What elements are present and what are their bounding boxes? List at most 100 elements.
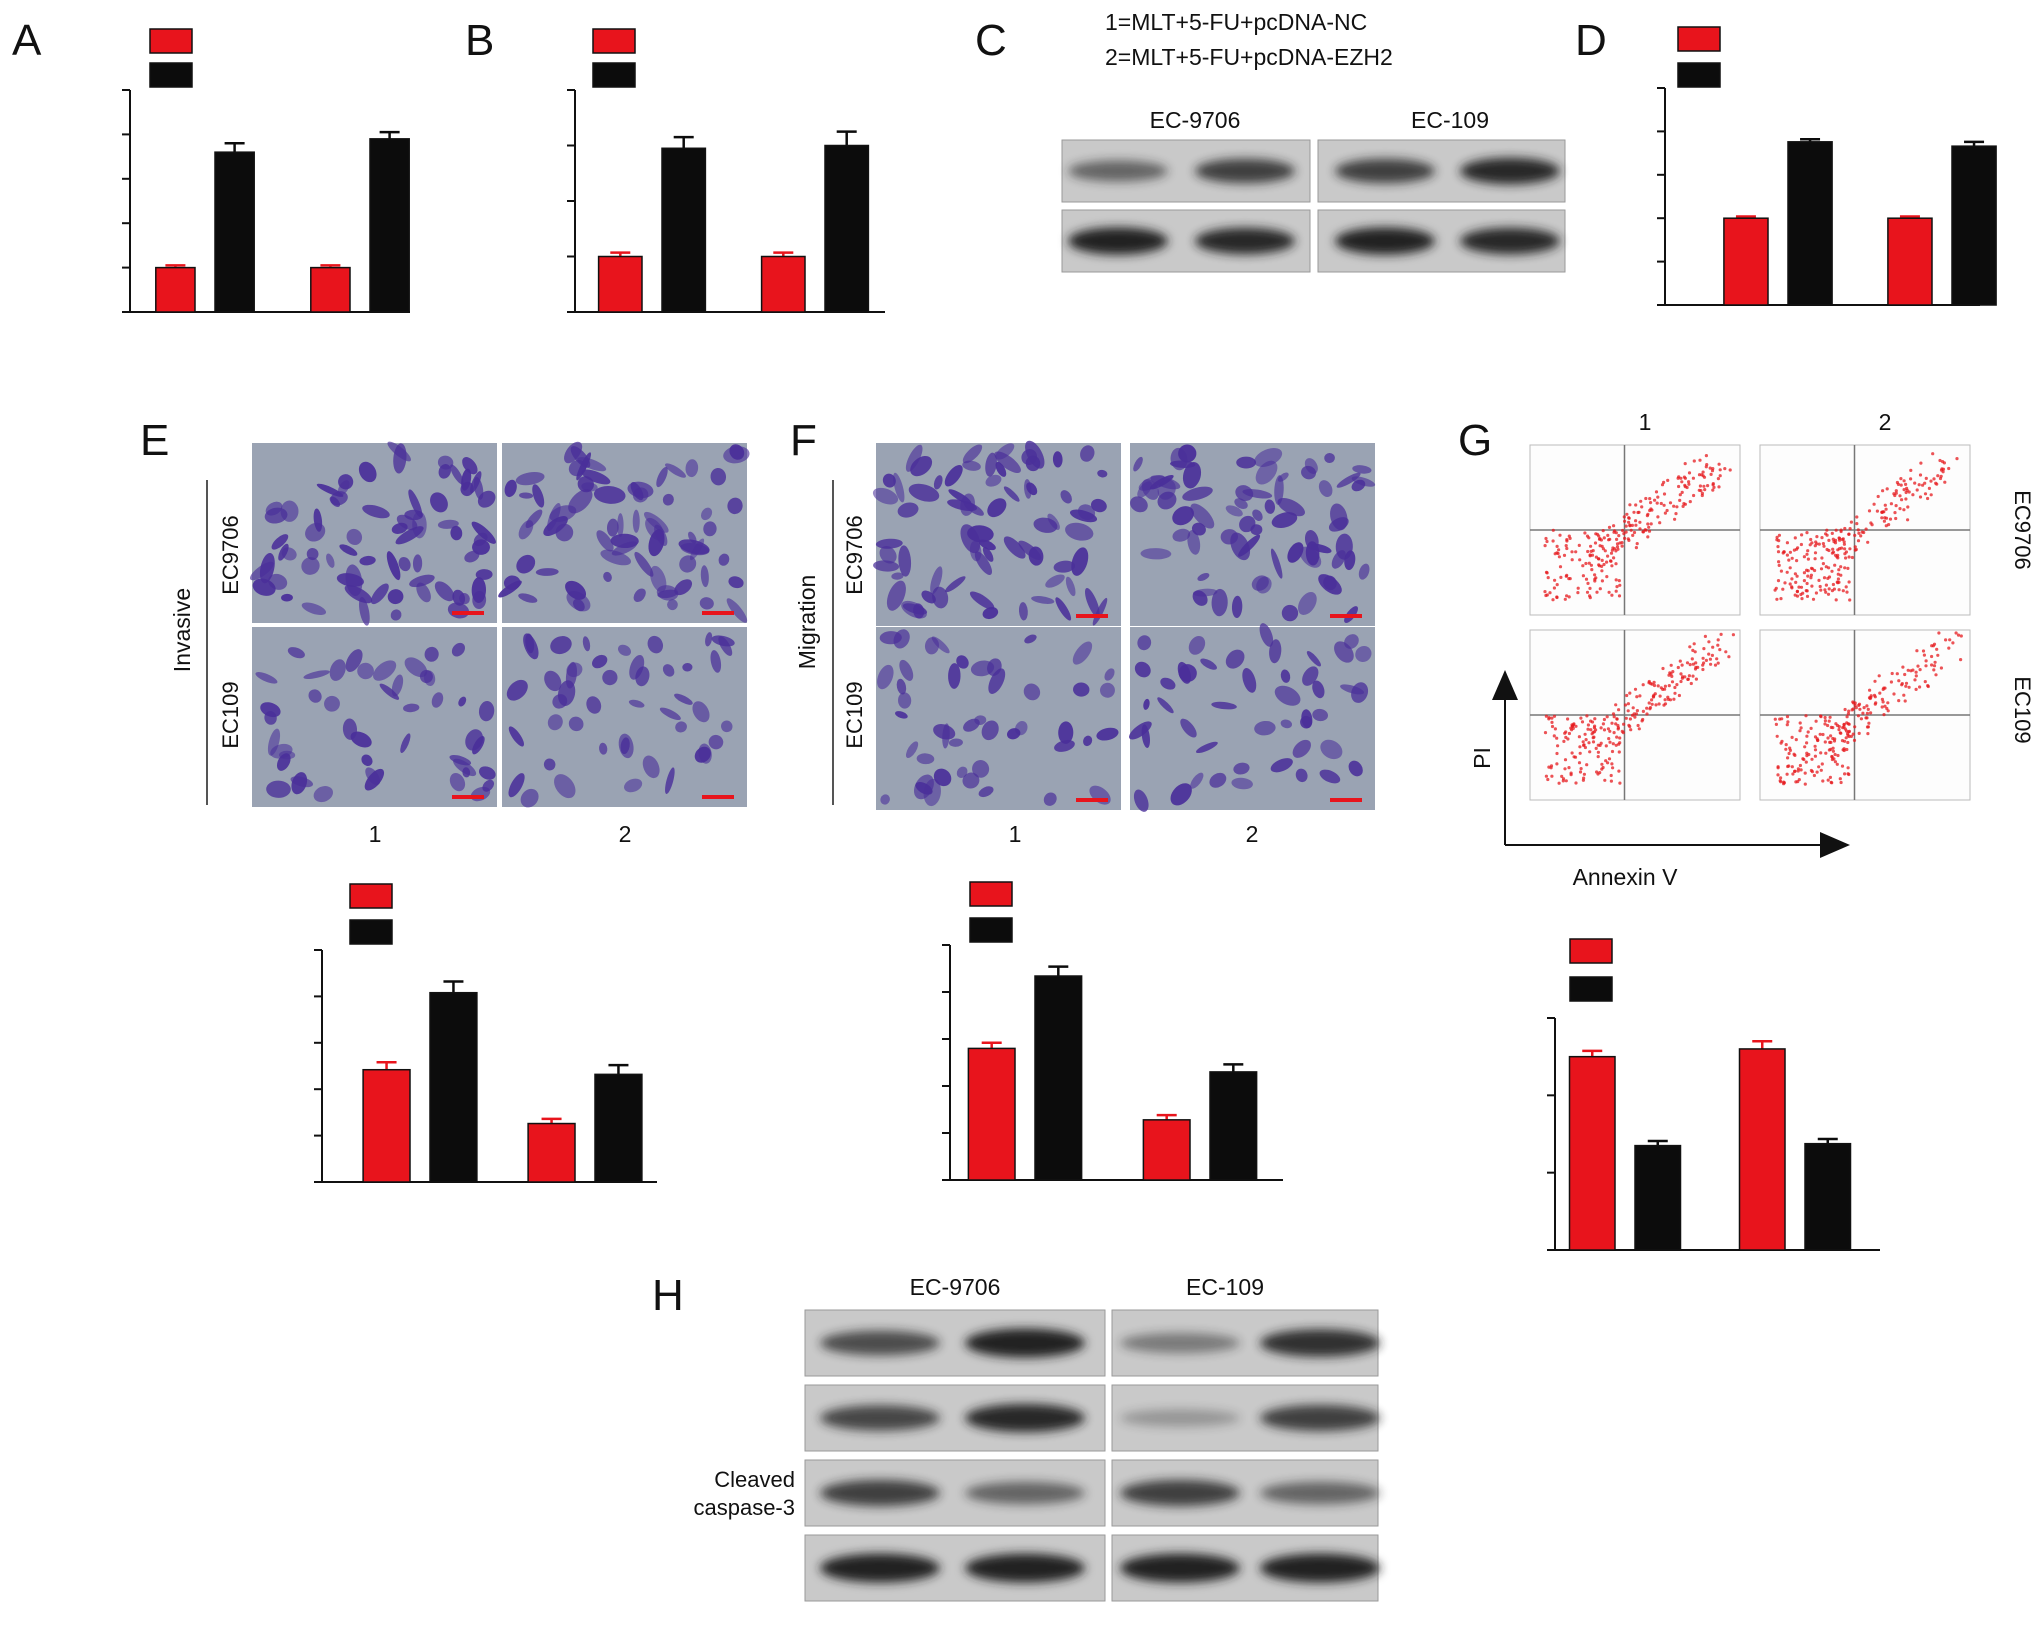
flow-event (1895, 672, 1899, 676)
flow-event (1937, 631, 1941, 635)
flow-event (1625, 512, 1629, 516)
stained-cell (1090, 498, 1107, 513)
chart-d (1657, 26, 1997, 306)
panel-f-col-label-1: 1 (1009, 821, 1022, 847)
flow-event (1673, 685, 1677, 690)
stained-cell (1021, 449, 1038, 465)
stained-cell (665, 463, 686, 478)
flow-event (1641, 709, 1645, 714)
flow-event (1799, 585, 1804, 589)
flow-event (1585, 534, 1590, 538)
flow-event (1831, 746, 1835, 750)
flow-event (1590, 568, 1594, 572)
flow-event (1618, 781, 1622, 785)
flow-event (1634, 546, 1638, 550)
flow-event (1924, 659, 1928, 663)
flow-event (1869, 711, 1873, 715)
flow-event (1640, 505, 1644, 509)
flow-event (1902, 508, 1906, 512)
flow-event (1679, 679, 1683, 684)
band-c-0-3 (1460, 157, 1560, 185)
flow-event (1787, 558, 1791, 562)
flow-event (1847, 555, 1851, 559)
flow-event (1882, 519, 1886, 523)
panel-e-row-label-1: EC9706 (218, 515, 243, 595)
flow-event (1638, 694, 1642, 698)
band-c-0-1 (1195, 158, 1295, 184)
band-c-0-0 (1068, 160, 1168, 182)
stained-cell (710, 650, 722, 673)
flow-event (1555, 762, 1559, 766)
flow-event (1677, 484, 1681, 489)
flow-event (1839, 565, 1843, 569)
bar-f-0-0 (967, 1047, 1016, 1181)
flow-event (1791, 772, 1795, 776)
flow-event (1822, 544, 1826, 548)
flow-event (1702, 661, 1706, 665)
stained-cell (264, 507, 288, 524)
panel-f-row-label-2: EC109 (842, 681, 867, 748)
flow-event (1813, 754, 1817, 758)
stained-cell (482, 779, 495, 792)
flow-event (1918, 685, 1922, 689)
flow-event (1813, 744, 1817, 748)
flow-event (1569, 771, 1573, 775)
stained-cell (600, 549, 632, 566)
flow-event (1594, 746, 1598, 751)
flow-event (1882, 713, 1886, 717)
flow-event (1555, 544, 1559, 549)
stained-cell (1188, 635, 1206, 655)
flow-event (1629, 728, 1633, 732)
flow-event (1638, 520, 1642, 524)
flow-event (1647, 701, 1651, 705)
flow-event (1858, 707, 1862, 711)
stained-cell (665, 767, 675, 795)
flow-event (1620, 544, 1624, 548)
flow-event (1630, 523, 1634, 528)
flow-event (1584, 561, 1588, 566)
flow-event (1577, 735, 1581, 739)
stained-cell (462, 457, 478, 475)
flow-event (1799, 768, 1803, 772)
panel-f-migration-images: Migration EC9706 EC109 1 2 (794, 440, 1376, 847)
flow-event (1615, 735, 1619, 739)
flow-event (1663, 698, 1667, 702)
flow-event (1648, 497, 1652, 501)
flow-event (1646, 535, 1650, 539)
flow-event (1843, 707, 1847, 712)
flow-event (1612, 524, 1616, 528)
stained-cell (1331, 550, 1346, 569)
flow-event (1623, 703, 1628, 707)
flow-event (1819, 768, 1823, 772)
flow-event (1548, 591, 1552, 595)
flow-event (1829, 734, 1833, 738)
stained-cell (373, 660, 397, 681)
flow-event (1566, 737, 1570, 741)
flow-event (1959, 658, 1963, 662)
stained-cell (391, 674, 404, 697)
flow-event (1846, 766, 1850, 770)
flow-event (1834, 528, 1838, 532)
flow-event (1640, 719, 1644, 723)
stained-cell (624, 778, 643, 793)
stained-cell (596, 530, 614, 552)
stained-cell (1270, 548, 1283, 579)
flow-event (1703, 488, 1707, 492)
legend-swatch-a-1 (149, 62, 193, 88)
flow-event (1774, 722, 1778, 727)
flow-event (1806, 730, 1810, 734)
flow-event (1701, 474, 1705, 478)
flow-event (1857, 702, 1862, 706)
flow-event (1932, 668, 1936, 672)
flow-event (1696, 665, 1700, 670)
stained-cell (1302, 666, 1319, 686)
flow-event (1627, 538, 1631, 543)
stained-cell (581, 469, 611, 485)
stained-cell (728, 576, 744, 589)
flow-event (1621, 731, 1625, 735)
flow-event (1683, 483, 1687, 487)
stained-cell (1334, 641, 1354, 663)
flow-event (1814, 540, 1818, 544)
flow-event (1614, 549, 1618, 553)
bar-g-1-0 (1634, 1144, 1682, 1251)
